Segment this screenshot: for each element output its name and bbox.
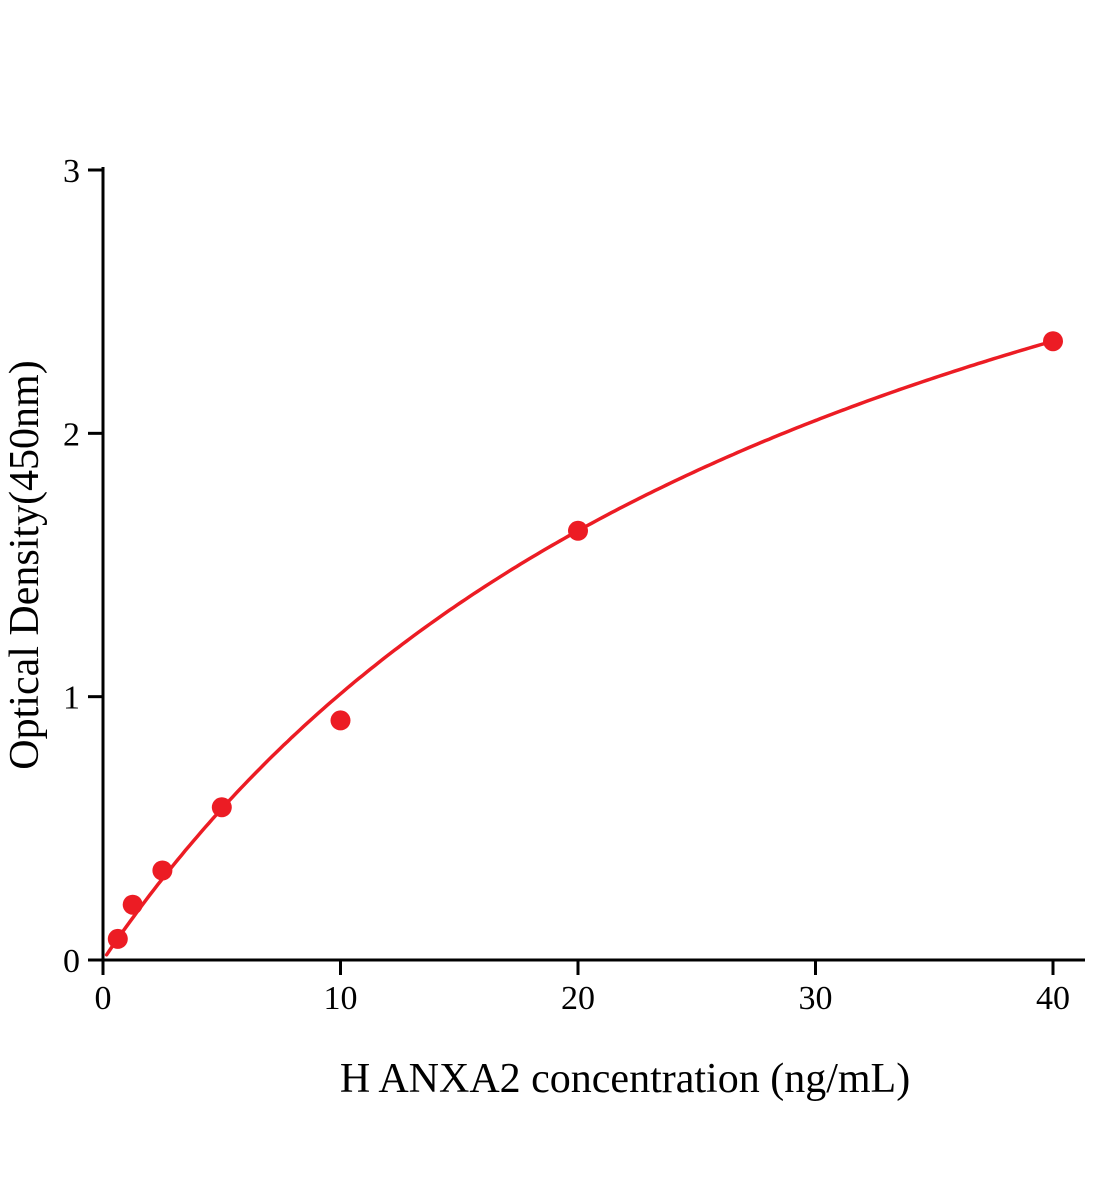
x-tick-label: 0	[95, 980, 112, 1017]
y-tick-label: 0	[63, 943, 80, 980]
x-axis-title: H ANXA2 concentration (ng/mL)	[340, 1056, 910, 1102]
x-tick-label: 30	[799, 980, 833, 1017]
x-tick-label: 40	[1036, 980, 1070, 1017]
data-point	[330, 710, 351, 731]
data-point	[211, 797, 232, 818]
data-point	[107, 928, 128, 949]
y-tick-label: 1	[63, 680, 80, 717]
data-point	[122, 894, 143, 915]
data-point	[152, 860, 173, 881]
y-tick-label: 2	[63, 416, 80, 453]
x-tick-label: 10	[324, 980, 358, 1017]
data-point	[1043, 331, 1063, 352]
y-tick-label: 3	[63, 153, 80, 190]
fit-curve	[104, 339, 1055, 957]
x-tick-label: 20	[561, 980, 595, 1017]
data-point	[568, 520, 588, 541]
y-axis-title: Optical Density(450nm)	[2, 360, 48, 769]
